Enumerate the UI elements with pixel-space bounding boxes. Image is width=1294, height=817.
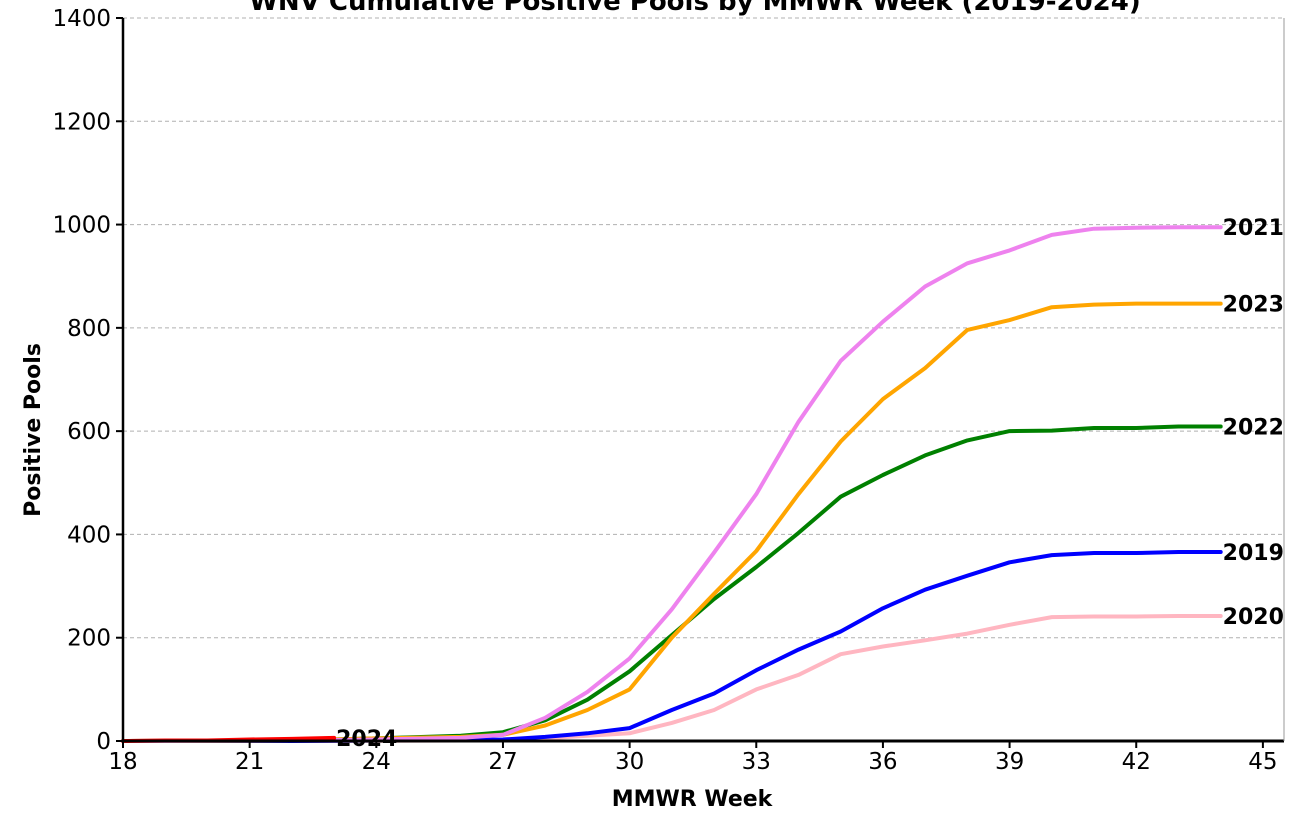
gridlines bbox=[123, 17, 1284, 639]
x-tick-label: 45 bbox=[1248, 749, 1277, 775]
series-line-2023 bbox=[121, 301, 1223, 743]
x-tick-label: 21 bbox=[235, 749, 264, 775]
x-tick-label: 27 bbox=[488, 749, 517, 775]
y-tick-label: 600 bbox=[67, 419, 111, 445]
y-tick-label: 800 bbox=[67, 316, 111, 342]
y-tick-label: 1400 bbox=[52, 6, 111, 32]
y-tick-label: 200 bbox=[67, 626, 111, 652]
x-tick-label: 30 bbox=[615, 749, 644, 775]
y-tick-label: 0 bbox=[96, 729, 111, 755]
series-label-2021: 2021 bbox=[1223, 216, 1284, 241]
x-tick-label: 18 bbox=[108, 749, 137, 775]
series-label-2019: 2019 bbox=[1223, 541, 1284, 566]
y-tick-label: 400 bbox=[67, 522, 111, 548]
series-lines bbox=[121, 225, 1223, 743]
series-line-2019 bbox=[121, 550, 1223, 743]
y-axis-title: Positive Pools bbox=[21, 343, 46, 517]
series-label-2022: 2022 bbox=[1223, 415, 1284, 440]
x-axis-title: MMWR Week bbox=[612, 787, 774, 812]
x-tick-label: 33 bbox=[742, 749, 771, 775]
series-label-2024: 2024 bbox=[336, 727, 397, 752]
series-label-2020: 2020 bbox=[1223, 605, 1284, 630]
series-line-2021 bbox=[121, 225, 1223, 743]
chart-title: WNV Cumulative Positive Pools by MMWR We… bbox=[249, 0, 1141, 17]
x-tick-label: 39 bbox=[995, 749, 1024, 775]
x-tick-label: 24 bbox=[362, 749, 391, 775]
y-tick-label: 1200 bbox=[52, 109, 111, 135]
x-tick-label: 36 bbox=[868, 749, 897, 775]
series-line-2022 bbox=[121, 424, 1223, 743]
axes: 0 200 400 600 800 1000 1200 1400 18 21 24 27 30 33 36 3… bbox=[52, 6, 1285, 775]
series-labels: 2020 2019 2022 2023 2021 2024 bbox=[336, 216, 1284, 752]
y-tick-label: 1000 bbox=[52, 213, 111, 239]
x-tick-label: 42 bbox=[1122, 749, 1151, 775]
series-label-2023: 2023 bbox=[1223, 293, 1284, 318]
